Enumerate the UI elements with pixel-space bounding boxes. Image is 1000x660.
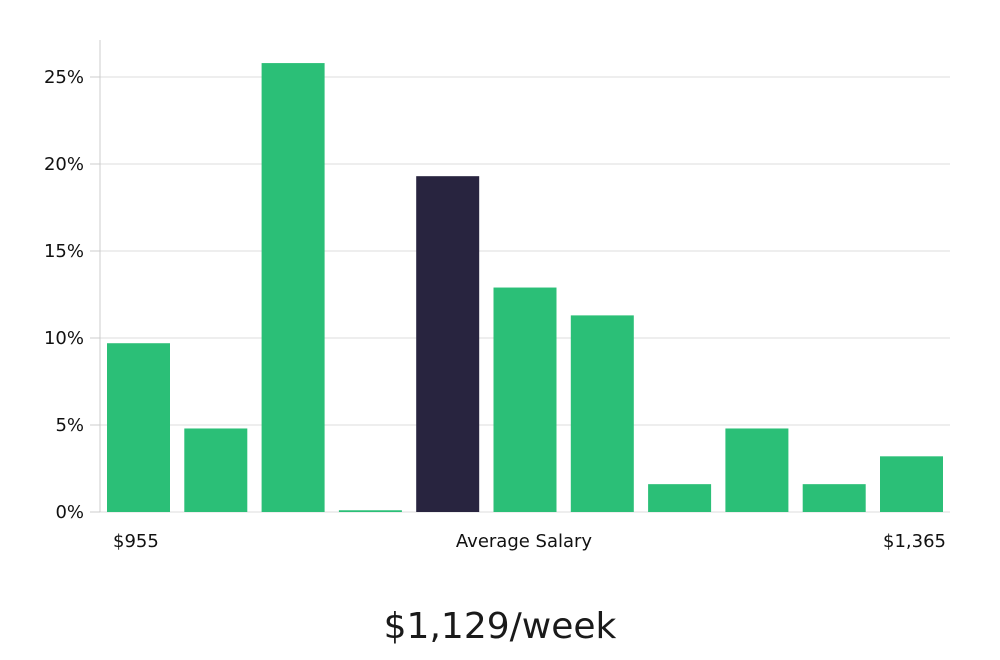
- bar: [880, 456, 943, 512]
- y-tick-label: 15%: [44, 241, 84, 262]
- y-tick-label: 0%: [55, 502, 84, 523]
- bar: [648, 484, 712, 512]
- bar: [570, 315, 634, 512]
- y-tick-label: 10%: [44, 328, 84, 349]
- y-tick-label: 25%: [44, 67, 84, 88]
- bar: [107, 343, 170, 512]
- bar: [338, 510, 402, 512]
- bar: [802, 484, 866, 512]
- bar: [184, 428, 248, 512]
- x-label-average: Average Salary: [456, 531, 593, 552]
- bar: [261, 63, 325, 512]
- y-axis-ticks: 0% 5% 10% 15% 20% 25%: [44, 67, 100, 523]
- bar-average-highlight: [416, 176, 480, 512]
- bar: [725, 428, 789, 512]
- y-tick-label: 5%: [55, 415, 84, 436]
- x-label-min: $955: [113, 531, 159, 552]
- salary-histogram: 0% 5% 10% 15% 20% 25% $955 Average Salary $1,…: [44, 40, 950, 552]
- x-label-max: $1,365: [883, 531, 946, 552]
- bars: [107, 63, 943, 512]
- average-salary-value: $1,129/week: [383, 606, 617, 647]
- bar: [493, 287, 557, 512]
- y-tick-label: 20%: [44, 154, 84, 175]
